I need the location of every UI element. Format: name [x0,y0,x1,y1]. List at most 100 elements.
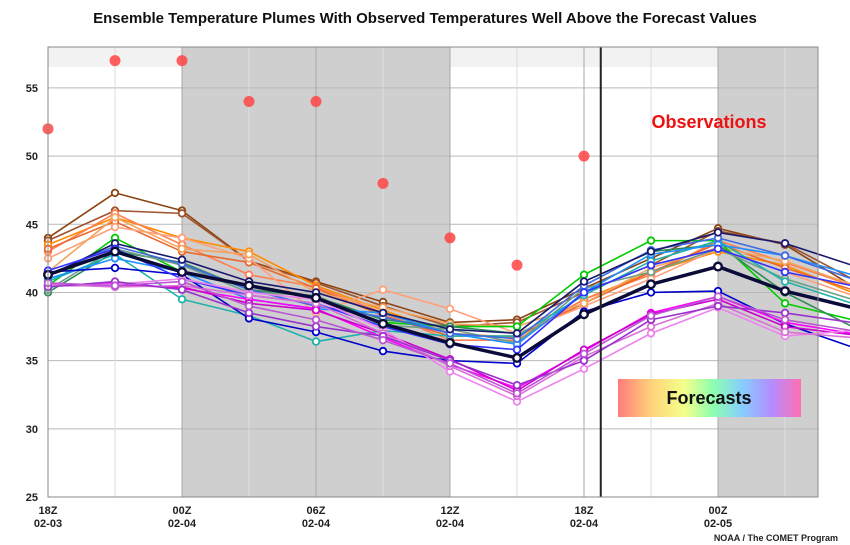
x-tick-label: 18Z [575,505,594,517]
forecast-point [713,301,723,311]
axes-group: 2530354045505518Z02-0300Z02-0406Z02-0412… [26,46,819,530]
forecast-point [110,281,120,290]
observation-point [377,177,389,189]
plot-frame [47,46,819,498]
forecast-point [646,322,656,331]
forecast-point [110,188,120,198]
forecast-point [713,261,724,272]
forecast-point [646,329,656,338]
forecast-point [311,305,321,315]
forecast-point [713,292,723,301]
forecast-point [646,247,656,256]
forecast-point [646,260,656,270]
forecast-point [244,301,254,311]
forecast-point [311,322,321,331]
forecast-point [109,246,120,257]
forecast-point [110,222,120,232]
forecast-point [512,352,523,363]
forecast-point [177,233,187,243]
x-tick-date-label: 02-04 [570,518,599,530]
forecast-point [579,349,589,359]
forecast-point [177,209,187,218]
forecast-point [445,337,456,348]
y-tick-label: 40 [26,287,38,299]
forecast-point [780,286,791,297]
forecast-point [646,236,656,245]
forecast-point [378,285,388,294]
forecasts-label: Forecasts [666,388,751,408]
observation-point [444,232,456,244]
forecast-point [646,267,656,277]
forecast-point [177,244,187,254]
forecast-point [646,279,657,290]
observation-point [176,55,188,67]
observation-point [511,259,523,271]
forecast-point [512,345,522,354]
x-tick-date-label: 02-04 [302,518,331,530]
chart-title: Ensemble Temperature Plumes With Observe… [93,10,757,27]
forecast-point [579,270,589,279]
forecast-point [378,346,388,356]
forecast-point [579,299,589,308]
x-tick-label: 06Z [307,505,326,517]
observations-label: Observations [651,112,766,132]
forecast-point [311,292,322,303]
forecast-point [780,327,790,337]
forecast-point [311,315,321,324]
forecast-point [445,304,455,314]
forecast-point [713,228,723,237]
forecast-point [243,280,254,291]
forecast-point [445,359,455,368]
observation-point [109,55,121,67]
forecast-point [512,322,522,331]
forecast-point [176,267,187,278]
forecast-point [177,285,187,294]
forecast-point [244,290,254,300]
forecast-series-group [43,188,850,406]
forecast-point [579,364,589,374]
credit-text: NOAA / The COMET Program [713,533,838,543]
forecast-point [244,270,254,279]
x-tick-label: 18Z [39,505,58,517]
forecast-point [780,308,790,318]
forecast-point [177,277,187,286]
forecast-point [780,315,790,324]
forecast-point [579,309,590,320]
forecast-point [445,325,455,334]
observation-point [578,150,590,162]
forecast-point [579,277,589,286]
y-tick-label: 35 [26,356,38,368]
forecast-point [311,337,321,346]
forecast-point [110,213,120,222]
forecast-point [780,267,790,277]
y-tick-label: 45 [26,219,38,231]
forecast-point [646,288,656,297]
labels-group: Observations Forecasts [618,112,801,417]
observation-points-group [42,55,590,271]
x-tick-date-label: 02-05 [704,518,732,530]
x-tick-date-label: 02-04 [168,518,197,530]
forecast-point [646,311,656,320]
forecast-point [579,288,589,297]
forecast-point [512,389,522,398]
x-tick-date-label: 02-04 [436,518,465,530]
forecast-point [244,308,254,318]
forecasts-legend-box [618,379,801,417]
forecast-point [780,277,790,286]
y-tick-label: 25 [26,492,38,504]
x-tick-label: 00Z [709,505,728,517]
forecast-point [378,335,388,345]
forecast-point [110,263,120,273]
x-tick-label: 12Z [441,505,460,517]
forecast-point [579,356,589,365]
forecast-point [378,318,389,329]
forecast-point [177,255,187,264]
x-tick-label: 00Z [173,505,192,517]
forecast-point [780,239,790,248]
y-tick-label: 55 [26,83,38,95]
y-tick-label: 30 [26,424,38,436]
observation-point [310,96,322,108]
forecast-point [713,244,723,254]
x-tick-date-label: 02-03 [34,518,62,530]
